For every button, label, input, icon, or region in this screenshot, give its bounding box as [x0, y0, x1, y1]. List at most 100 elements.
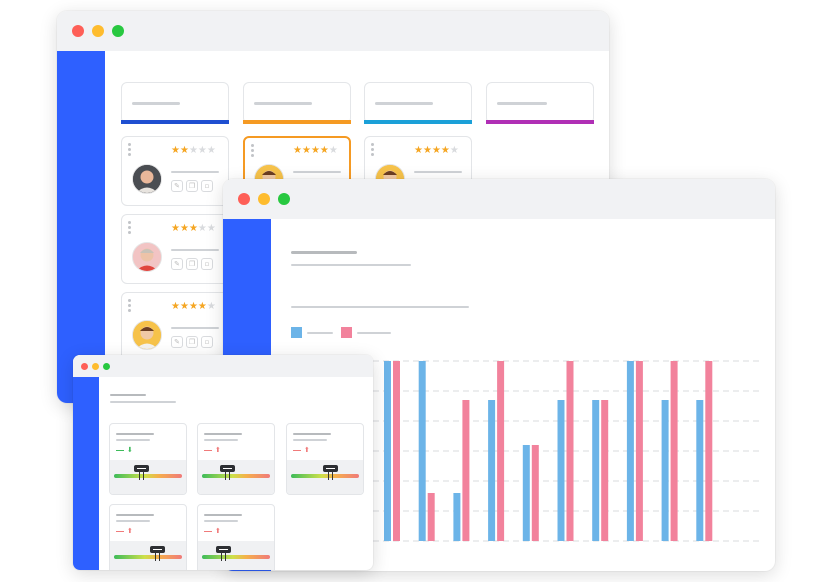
kpi-card[interactable]: ⬇	[109, 423, 187, 495]
gauge-tick	[225, 553, 226, 561]
column-header[interactable]	[364, 82, 472, 124]
edit-icon[interactable]: ✎	[171, 336, 183, 348]
kanban-sidebar	[57, 51, 105, 403]
column-header[interactable]	[243, 82, 351, 124]
chart-bar[interactable]	[497, 361, 505, 541]
rating-stars: ★★★★★	[171, 301, 216, 312]
delete-icon[interactable]: ▫	[201, 336, 213, 348]
card-text-placeholder	[171, 249, 219, 251]
chart-bar[interactable]	[531, 445, 539, 541]
chart-bar[interactable]	[453, 493, 461, 541]
copy-icon[interactable]: ❐	[186, 180, 198, 192]
kpi-card[interactable]: ⬆	[197, 504, 275, 570]
kpi-label-placeholder	[204, 433, 242, 435]
kpi-sidebar	[73, 377, 99, 570]
kpi-label-placeholder	[293, 433, 331, 435]
chart-bar[interactable]	[696, 400, 704, 541]
delete-icon[interactable]: ▫	[201, 258, 213, 270]
minimize-dot[interactable]	[258, 193, 270, 205]
bar-chart	[363, 360, 763, 542]
chart-bar[interactable]	[661, 400, 669, 541]
copy-icon[interactable]: ❐	[186, 336, 198, 348]
card-text-placeholder	[414, 171, 462, 173]
kpi-card[interactable]: ⬆	[286, 423, 364, 495]
delete-icon[interactable]: ▫	[201, 180, 213, 192]
kanban-card[interactable]: ★★★★★ ✎ ❐ ▫	[121, 136, 229, 206]
maximize-dot[interactable]	[112, 25, 124, 37]
chart-subtitle-placeholder	[291, 264, 411, 266]
chart-bar[interactable]	[592, 400, 600, 541]
kpi-label-placeholder	[204, 514, 242, 516]
kpi-label-placeholder	[116, 433, 154, 435]
drag-handle-icon[interactable]	[128, 221, 131, 236]
gauge-indicator[interactable]	[150, 546, 166, 553]
drag-handle-icon[interactable]	[128, 299, 131, 314]
gauge-tick	[225, 472, 227, 480]
column-header[interactable]	[121, 82, 229, 124]
kpi-gauge	[114, 474, 182, 478]
gauge-indicator[interactable]	[216, 546, 231, 553]
kpi-card[interactable]: ⬆	[197, 423, 275, 495]
chart-bar[interactable]	[393, 361, 400, 541]
arrow-up-icon: ⬆	[215, 446, 221, 454]
column-header[interactable]	[486, 82, 594, 124]
kpi-sub-placeholder	[204, 520, 238, 522]
close-dot[interactable]	[238, 193, 250, 205]
minimize-dot[interactable]	[92, 25, 104, 37]
kanban-card[interactable]: ★★★★★ ✎ ❐ ▫	[121, 214, 229, 284]
chart-bar[interactable]	[418, 361, 426, 541]
gauge-indicator[interactable]	[322, 465, 338, 472]
minimize-dot[interactable]	[92, 363, 99, 370]
chart-bar[interactable]	[462, 400, 470, 541]
kpi-card[interactable]: ⬆	[109, 504, 187, 570]
kpi-titlebar	[73, 355, 373, 377]
card-text-placeholder	[171, 327, 219, 329]
drag-handle-icon[interactable]	[251, 144, 254, 159]
chart-title-placeholder	[291, 251, 357, 254]
gauge-indicator[interactable]	[133, 465, 149, 472]
kpi-sub-placeholder	[116, 520, 150, 522]
chart-bar[interactable]	[601, 400, 609, 541]
chart-bar[interactable]	[488, 400, 496, 541]
chart-bar[interactable]	[626, 361, 634, 541]
chart-bar[interactable]	[566, 361, 574, 541]
chart-bar[interactable]	[705, 361, 713, 541]
column-title-placeholder	[375, 102, 433, 105]
edit-icon[interactable]: ✎	[171, 180, 183, 192]
chart-bar[interactable]	[635, 361, 643, 541]
kpi-subtitle-placeholder	[110, 401, 176, 403]
maximize-dot[interactable]	[103, 363, 110, 370]
arrow-up-icon: ⬆	[127, 527, 133, 535]
edit-icon[interactable]: ✎	[171, 258, 183, 270]
arrow-up-icon: ⬆	[215, 527, 221, 535]
rating-stars: ★★★★★	[171, 223, 216, 234]
avatar	[132, 242, 162, 272]
chart-bar[interactable]	[670, 361, 678, 541]
drag-handle-icon[interactable]	[371, 143, 374, 158]
maximize-dot[interactable]	[278, 193, 290, 205]
rating-stars: ★★★★★	[171, 145, 216, 156]
gauge-tick	[327, 472, 329, 480]
close-dot[interactable]	[72, 25, 84, 37]
card-text-placeholder	[171, 171, 219, 173]
gauge-indicator[interactable]	[220, 465, 236, 472]
trend-line	[204, 450, 212, 451]
legend-swatch-blue	[291, 327, 302, 338]
gauge-tick	[331, 472, 333, 480]
gauge-tick	[221, 553, 222, 561]
close-dot[interactable]	[81, 363, 88, 370]
drag-handle-icon[interactable]	[128, 143, 131, 158]
kpi-gauge	[291, 474, 359, 478]
kpi-gauge	[202, 474, 270, 478]
chart-bar[interactable]	[522, 445, 530, 541]
kpi-sub-placeholder	[116, 439, 150, 441]
kanban-titlebar	[57, 11, 609, 51]
rating-stars: ★★★★★	[414, 145, 459, 156]
chart-bar[interactable]	[427, 493, 435, 541]
chart-bar[interactable]	[557, 400, 565, 541]
chart-bar[interactable]	[384, 361, 391, 541]
copy-icon[interactable]: ❐	[186, 258, 198, 270]
kpi-gauge	[202, 555, 270, 559]
kanban-card[interactable]: ★★★★★ ✎ ❐ ▫	[121, 292, 229, 362]
kpi-title-placeholder	[110, 394, 146, 396]
